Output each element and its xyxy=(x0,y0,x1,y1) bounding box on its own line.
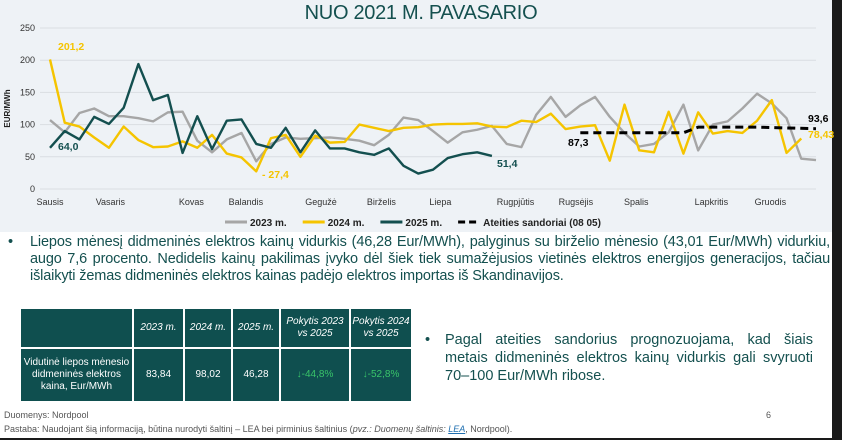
bullet-paragraph-1: • Liepos mėnesį didmeninės elektros kain… xyxy=(8,234,830,285)
data-label: 93,6 xyxy=(808,113,829,125)
table-header: 2025 m. xyxy=(231,307,281,349)
price-table: 2023 m. 2024 m. 2025 m. Pokytis 2023 vs … xyxy=(19,307,413,403)
footer-source: Duomenys: Nordpool xyxy=(4,410,89,420)
series-line-ateities xyxy=(580,125,817,135)
y-axis-label: EUR/MWh xyxy=(3,89,12,127)
bullet-icon: • xyxy=(425,332,431,348)
x-tick-label: Birželis xyxy=(367,197,397,207)
note-text: , Nordpool). xyxy=(465,424,513,434)
x-tick-label: Gruodis xyxy=(755,197,787,207)
table-header-row: 2023 m. 2024 m. 2025 m. Pokytis 2023 vs … xyxy=(19,307,413,349)
data-label: 78,43 xyxy=(808,129,834,141)
table-cell: 83,84 xyxy=(132,347,185,403)
chart-title: NUO 2021 M. PAVASARIO xyxy=(304,2,538,24)
x-tick-label: Balandis xyxy=(229,197,264,207)
table-header: Pokytis 2024 vs 2025 xyxy=(349,307,413,349)
data-label: 201,2 xyxy=(58,41,84,53)
table-header: 2024 m. xyxy=(183,307,233,349)
x-tick-label: Spalis xyxy=(624,197,649,207)
x-tick-label: Vasaris xyxy=(96,197,126,207)
y-tick-label: 50 xyxy=(25,152,35,162)
note-text: Pastaba: Naudojant šią informaciją, būti… xyxy=(4,424,353,434)
table-cell-change: ↓-44,8% xyxy=(279,347,351,403)
table-header: 2023 m. xyxy=(132,307,185,349)
y-tick-label: 200 xyxy=(20,55,35,65)
x-tick-label: Lapkritis xyxy=(695,197,729,207)
series-line-2025 xyxy=(49,62,493,175)
x-tick-label: Rugpjūtis xyxy=(497,197,535,207)
legend-label: 2024 m. xyxy=(328,218,365,229)
bullet-text-1: Liepos mėnesį didmeninės elektros kainų … xyxy=(30,234,830,284)
x-tick-label: Kovas xyxy=(179,197,205,207)
y-tick-label: 0 xyxy=(30,184,35,194)
data-label: 87,3 xyxy=(568,137,589,149)
x-tick-label: Gegužė xyxy=(305,197,337,207)
x-tick-label: Rugsėjis xyxy=(559,197,594,207)
bullet-icon: • xyxy=(8,234,13,250)
table-row: Vidutinė liepos mėnesio didmeninės elekt… xyxy=(19,347,413,403)
legend-label: Ateities sandoriai (08 05) xyxy=(483,218,601,229)
table-cell: 98,02 xyxy=(183,347,233,403)
row-label: Vidutinė liepos mėnesio didmeninės elekt… xyxy=(19,347,134,403)
line-chart: 0 50 100 150 200 250 EUR/MWh Sausis Vasaris Kovas… xyxy=(3,23,834,229)
y-tick-label: 100 xyxy=(20,120,35,130)
y-tick-label: 250 xyxy=(20,23,35,33)
bullet-text-2: Pagal ateities sandorius prognozuojama, … xyxy=(445,332,813,384)
legend-label: 2023 m. xyxy=(250,218,287,229)
chart-area xyxy=(0,0,832,232)
table-cell-change: ↓-52,8% xyxy=(349,347,413,403)
x-tick-label: Liepa xyxy=(429,197,451,207)
note-italic: pvz.: Duomenų šaltinis: xyxy=(352,424,449,434)
series-line-2023 xyxy=(49,92,817,163)
data-label: 64,0 xyxy=(58,141,79,153)
y-tick-label: 150 xyxy=(20,87,35,97)
lea-link[interactable]: LEA xyxy=(448,424,466,434)
bullet-paragraph-2: • Pagal ateities sandorius prognozuojama… xyxy=(425,331,813,385)
page-number: 6 xyxy=(766,410,772,420)
legend-label: 2025 m. xyxy=(405,218,442,229)
table-header xyxy=(19,307,134,349)
footer-note: Pastaba: Naudojant šią informaciją, būti… xyxy=(4,424,512,434)
table-cell: 46,28 xyxy=(231,347,281,403)
data-label: 51,4 xyxy=(497,158,518,170)
x-tick-label: Sausis xyxy=(36,197,64,207)
table-header: Pokytis 2023 vs 2025 xyxy=(279,307,351,349)
data-label: - 27,4 xyxy=(262,169,289,181)
